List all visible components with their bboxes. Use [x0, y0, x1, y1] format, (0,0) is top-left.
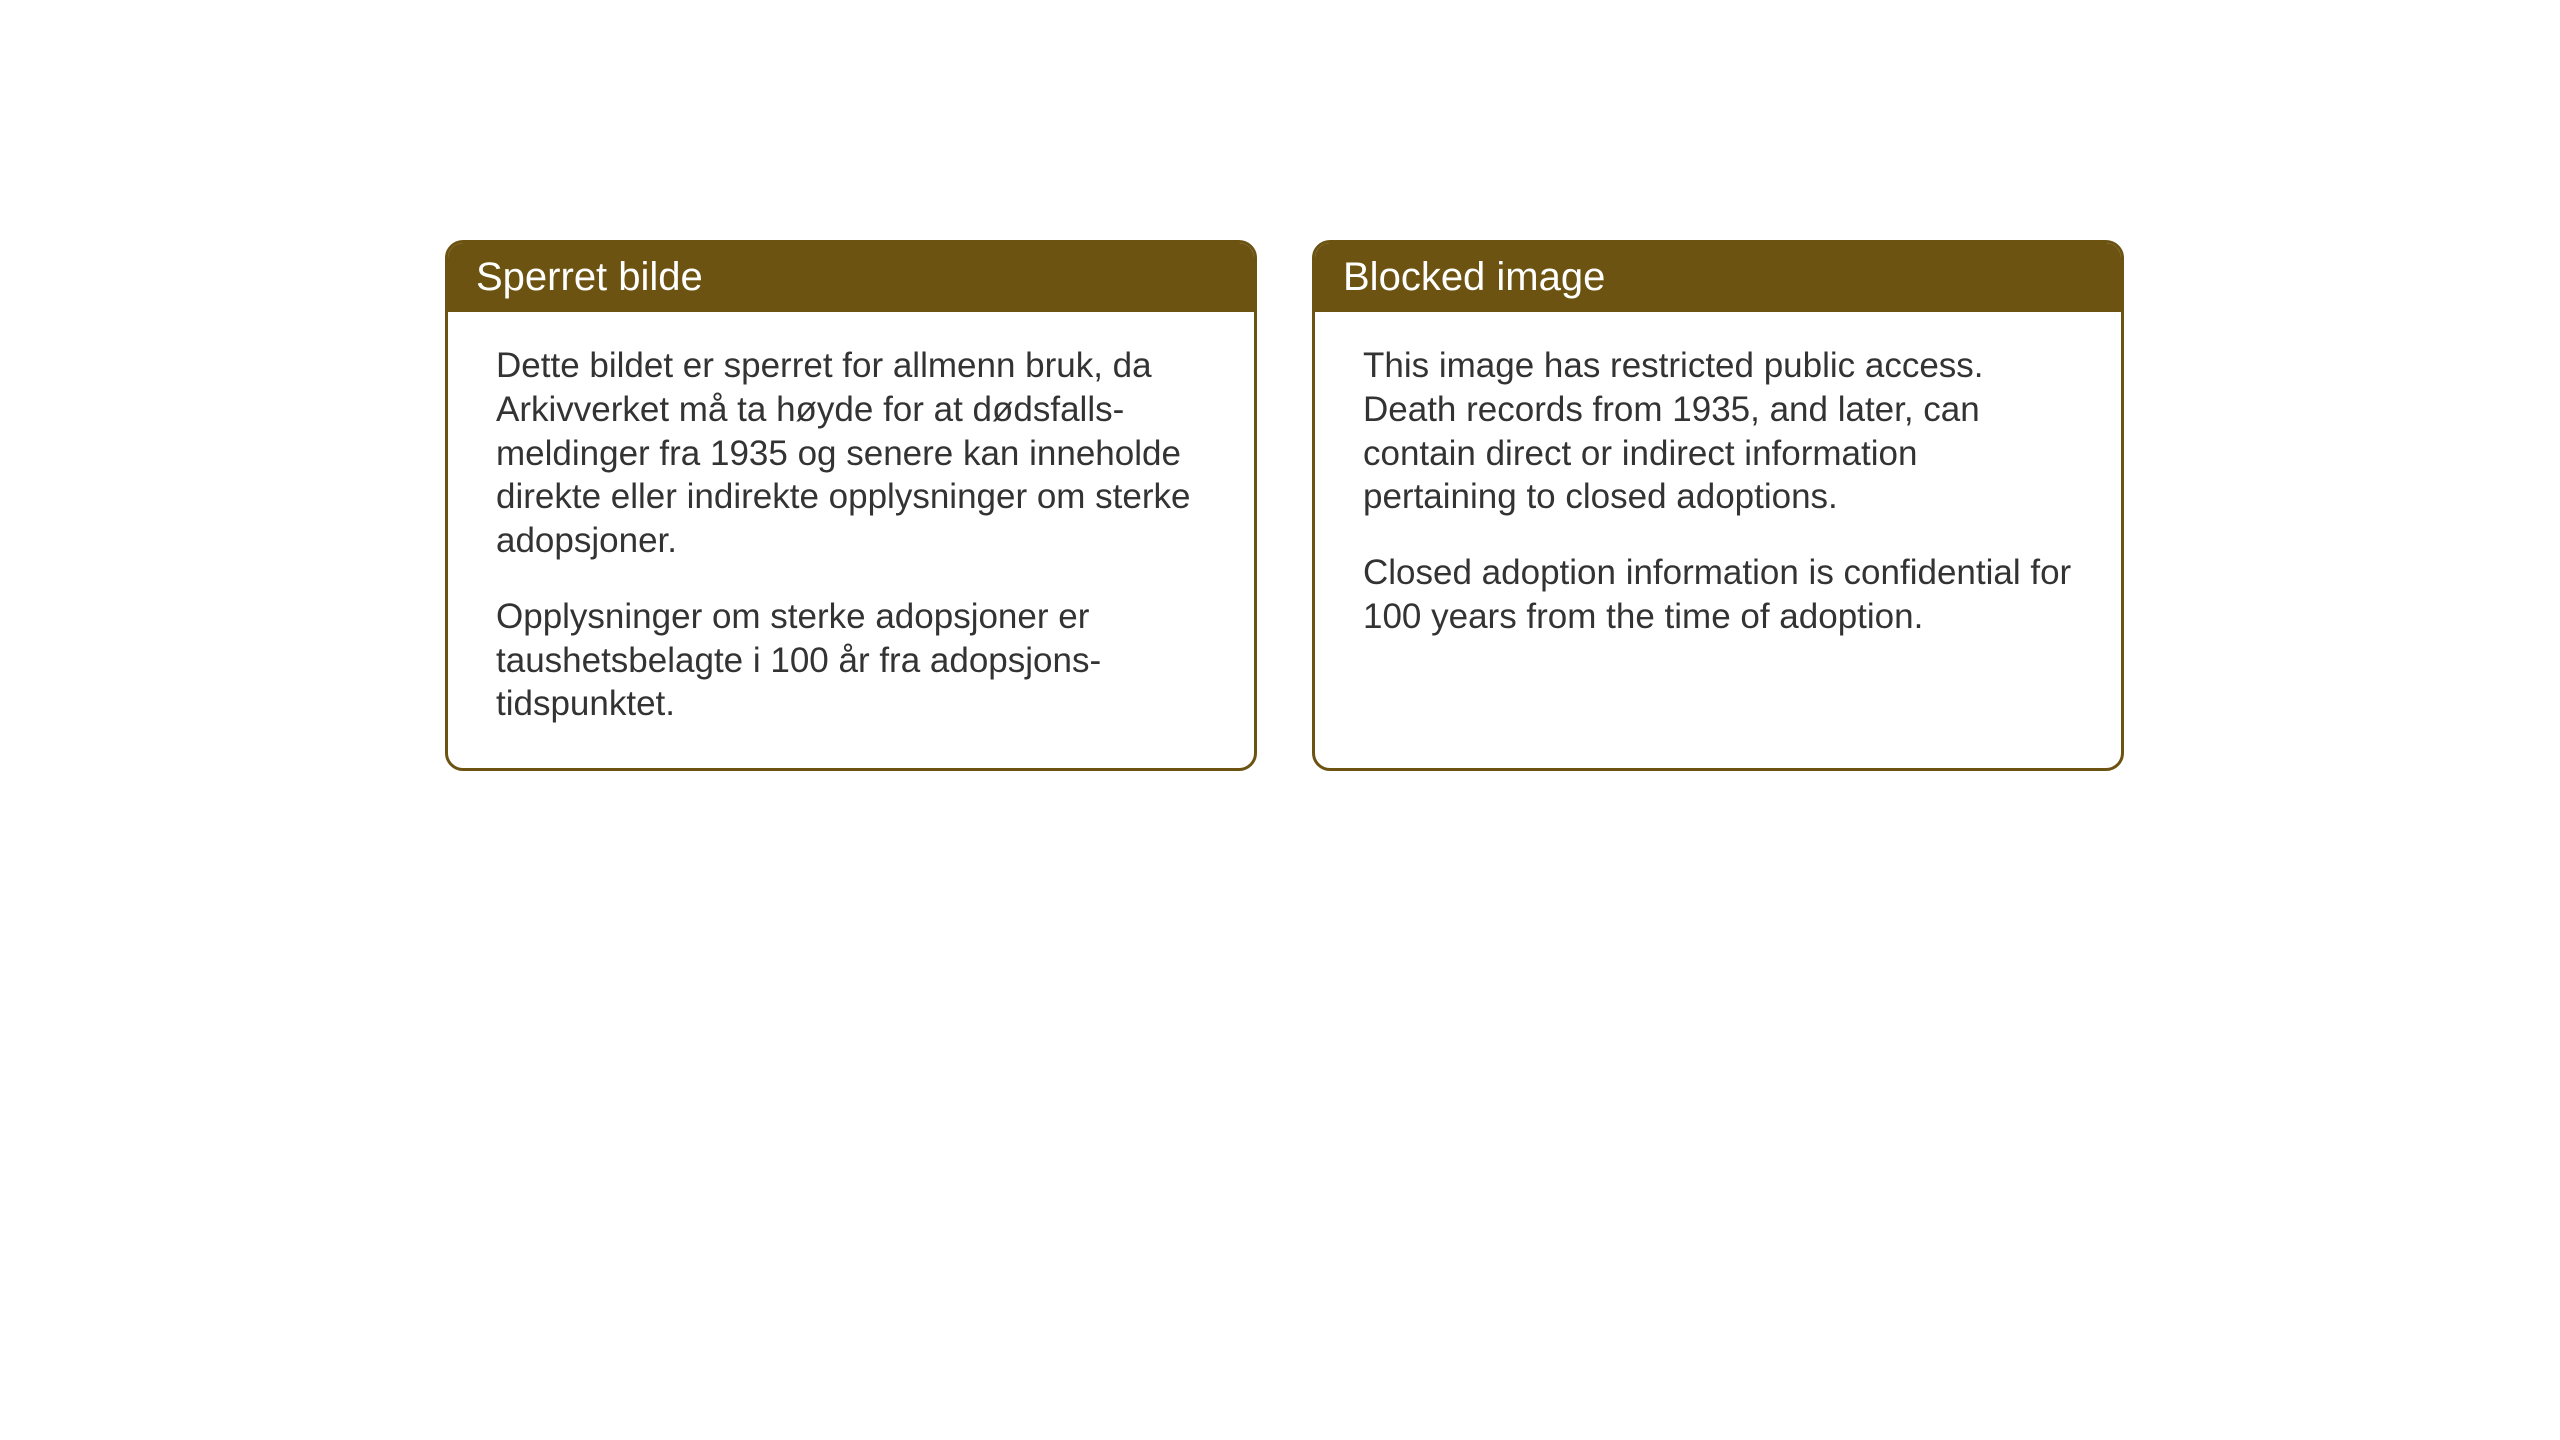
card-paragraph-2-norwegian: Opplysninger om sterke adopsjoner er tau…	[496, 595, 1206, 726]
card-body-norwegian: Dette bildet er sperret for allmenn bruk…	[448, 312, 1254, 768]
card-english: Blocked image This image has restricted …	[1312, 240, 2124, 771]
card-paragraph-1-norwegian: Dette bildet er sperret for allmenn bruk…	[496, 344, 1206, 563]
card-paragraph-1-english: This image has restricted public access.…	[1363, 344, 2073, 519]
card-norwegian: Sperret bilde Dette bildet er sperret fo…	[445, 240, 1257, 771]
card-paragraph-2-english: Closed adoption information is confident…	[1363, 551, 2073, 639]
card-header-english: Blocked image	[1315, 243, 2121, 312]
card-header-norwegian: Sperret bilde	[448, 243, 1254, 312]
card-body-english: This image has restricted public access.…	[1315, 312, 2121, 681]
cards-container: Sperret bilde Dette bildet er sperret fo…	[445, 240, 2124, 771]
